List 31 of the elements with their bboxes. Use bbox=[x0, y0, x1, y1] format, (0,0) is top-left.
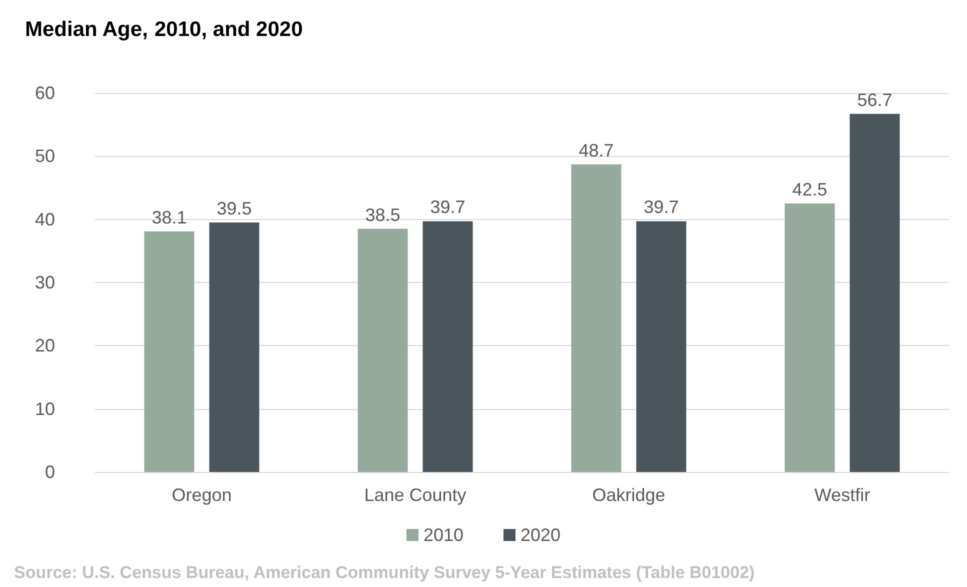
y-tick-label: 40 bbox=[34, 209, 55, 230]
data-label: 48.7 bbox=[578, 140, 614, 160]
bar bbox=[636, 221, 686, 472]
data-label: 39.7 bbox=[644, 197, 679, 218]
y-tick-label: 60 bbox=[34, 83, 55, 103]
x-tick-label: Lane County bbox=[364, 485, 466, 505]
chart-title: Median Age, 2010, and 2020 bbox=[25, 18, 303, 41]
x-tick-label: Oakridge bbox=[592, 485, 666, 505]
data-label: 56.7 bbox=[857, 90, 892, 110]
y-tick-label: 0 bbox=[44, 462, 55, 482]
legend-label: 2010 bbox=[423, 525, 464, 545]
x-tick-label: Oregon bbox=[172, 485, 232, 505]
y-tick-label: 20 bbox=[34, 336, 55, 356]
bar bbox=[850, 114, 900, 472]
data-label: 38.5 bbox=[365, 204, 400, 225]
bar bbox=[784, 204, 835, 472]
y-tick-label: 50 bbox=[34, 146, 55, 166]
bar bbox=[358, 228, 408, 472]
bar bbox=[209, 222, 260, 472]
data-label: 39.5 bbox=[216, 198, 252, 218]
data-label: 38.1 bbox=[152, 207, 187, 228]
x-tick-label: Westfir bbox=[814, 485, 870, 505]
source-note: Source: U.S. Census Bureau, American Community Survey 5-Year Estimates (Table B01002) bbox=[14, 563, 755, 582]
bar bbox=[144, 231, 194, 472]
y-tick-label: 10 bbox=[34, 398, 55, 419]
data-label: 39.7 bbox=[430, 197, 466, 218]
y-tick-label: 30 bbox=[34, 272, 55, 292]
bar bbox=[571, 164, 622, 472]
bar bbox=[422, 221, 473, 472]
legend-label: 2020 bbox=[520, 525, 561, 545]
data-label: 42.5 bbox=[792, 180, 828, 200]
